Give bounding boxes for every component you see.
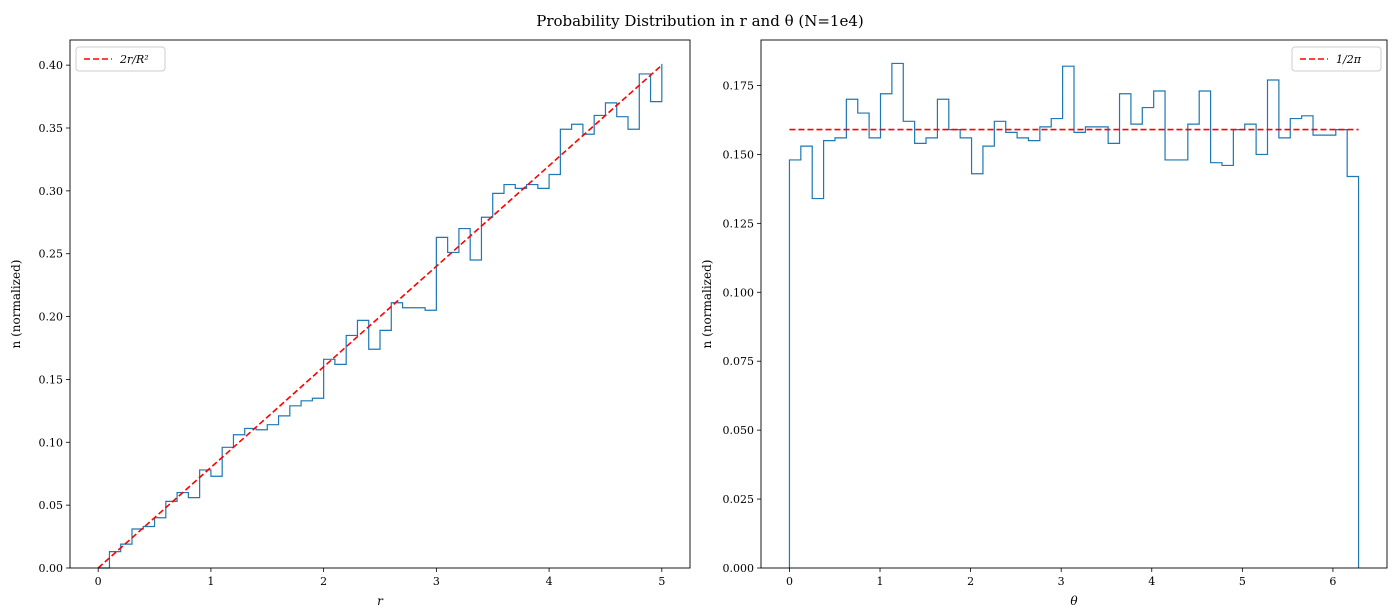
x-tick-label: 5 <box>1239 575 1246 588</box>
y-tick-label: 0.20 <box>39 311 64 324</box>
x-tick-label: 3 <box>1058 575 1065 588</box>
y-tick-label: 0.40 <box>39 59 64 72</box>
y-tick-label: 0.175 <box>723 79 755 92</box>
x-tick-label: 1 <box>877 575 884 588</box>
x-tick-label: 0 <box>786 575 793 588</box>
x-tick-label: 2 <box>967 575 974 588</box>
y-tick-label: 0.050 <box>723 424 755 437</box>
legend-label: 2r/R² <box>119 53 149 66</box>
histogram-step-line <box>788 62 1360 568</box>
x-tick-label: 3 <box>433 575 440 588</box>
y-tick-label: 0.25 <box>39 248 64 261</box>
histogram-step-line <box>98 63 663 569</box>
y-tick-label: 0.35 <box>39 122 64 135</box>
x-tick-label: 2 <box>320 575 327 588</box>
axes-frame <box>760 39 1388 569</box>
y-tick-label: 0.05 <box>39 499 64 512</box>
y-tick-label: 0.00 <box>39 562 64 575</box>
x-tick-label: 4 <box>1148 575 1155 588</box>
y-tick-label: 0.000 <box>723 562 755 575</box>
x-axis-label: θ <box>1070 594 1078 608</box>
y-tick-label: 0.125 <box>723 217 755 230</box>
x-tick-label: 1 <box>207 575 214 588</box>
reference-dashed-line <box>97 64 663 569</box>
y-tick-label: 0.025 <box>723 493 755 506</box>
y-axis-label: n (normalized) <box>9 260 23 349</box>
y-tick-label: 0.10 <box>39 436 64 449</box>
x-tick-label: 0 <box>95 575 102 588</box>
x-tick-label: 5 <box>658 575 665 588</box>
chart-panel-1: 0 1 2 3 4 5 0.00 0.05 0.10 0.15 0.20 0.25 0.30 0.35 0.… <box>9 39 691 608</box>
y-tick-label: 0.150 <box>723 148 755 161</box>
legend-label: 1/2π <box>1336 53 1362 66</box>
x-tick-label: 6 <box>1329 575 1336 588</box>
x-axis-label: r <box>377 594 384 608</box>
y-tick-label: 0.15 <box>39 373 64 386</box>
figure-title: Probability Distribution in r and θ (N=1… <box>536 12 863 30</box>
y-tick-label: 0.30 <box>39 185 64 198</box>
chart-panel-2: 0 1 2 3 4 5 6 0.000 0.025 0.050 0.075 0.100 0.125 0.1… <box>700 39 1388 608</box>
legend-box <box>1291 46 1382 72</box>
x-tick-label: 4 <box>546 575 553 588</box>
y-tick-label: 0.100 <box>723 286 755 299</box>
legend-box <box>75 46 166 72</box>
y-tick-label: 0.075 <box>723 355 755 368</box>
y-axis-label: n (normalized) <box>700 260 714 349</box>
axes-frame <box>69 39 691 569</box>
legend: 2r/R² <box>75 46 166 72</box>
legend: 1/2π <box>1291 46 1382 72</box>
